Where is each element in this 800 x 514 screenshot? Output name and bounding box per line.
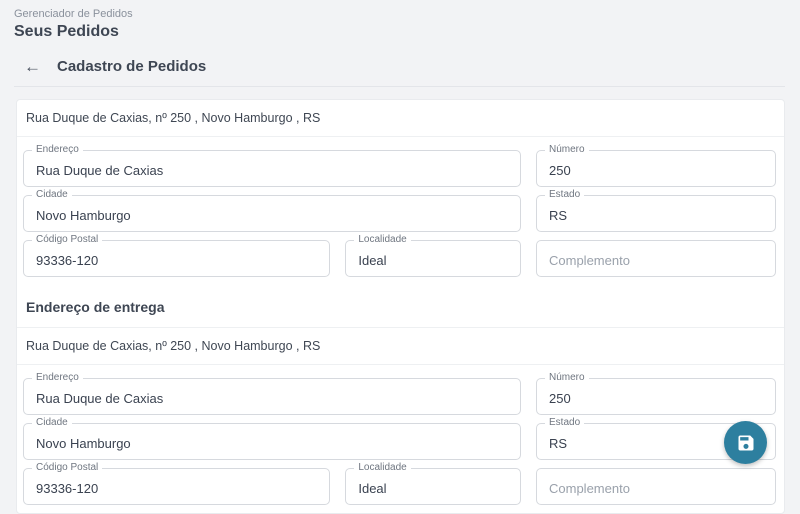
delivery-cidade-input[interactable] xyxy=(23,423,521,460)
billing-localidade-field: Localidade xyxy=(345,234,521,277)
billing-codigo-postal-field: Código Postal xyxy=(23,234,331,277)
section-title: Cadastro de Pedidos xyxy=(57,57,207,75)
billing-complemento-field xyxy=(536,240,776,277)
back-arrow-icon[interactable]: ← xyxy=(24,56,41,76)
delivery-address-summary: Rua Duque de Caxias, nº 250 , Novo Hambu… xyxy=(17,328,784,365)
billing-codigo-postal-label: Código Postal xyxy=(32,234,103,246)
billing-numero-field: Número xyxy=(536,144,776,187)
billing-localidade-input[interactable] xyxy=(345,240,521,277)
delivery-localidade-label: Localidade xyxy=(354,462,411,474)
delivery-localidade-field: Localidade xyxy=(345,462,521,505)
delivery-numero-label: Número xyxy=(545,372,589,384)
delivery-postal-row: Código Postal Localidade xyxy=(23,462,521,505)
save-button[interactable] xyxy=(724,421,767,464)
billing-endereco-label: Endereço xyxy=(32,144,83,156)
breadcrumb: Gerenciador de Pedidos xyxy=(14,8,133,20)
billing-estado-label: Estado xyxy=(545,189,585,201)
delivery-endereco-input[interactable] xyxy=(23,378,521,415)
billing-postal-row: Código Postal Localidade xyxy=(23,234,521,277)
delivery-address-heading: Endereço de entrega xyxy=(17,285,784,328)
page-title: Seus Pedidos xyxy=(14,23,119,40)
delivery-numero-field: Número xyxy=(536,372,776,415)
delivery-endereco-label: Endereço xyxy=(32,372,83,384)
header-divider xyxy=(14,86,785,87)
billing-cidade-field: Cidade xyxy=(23,189,521,232)
billing-estado-input[interactable] xyxy=(536,195,776,232)
billing-codigo-postal-input[interactable] xyxy=(23,240,331,277)
delivery-complemento-field xyxy=(536,468,776,505)
billing-cidade-input[interactable] xyxy=(23,195,521,232)
billing-cidade-label: Cidade xyxy=(32,189,72,201)
order-form-card: Rua Duque de Caxias, nº 250 , Novo Hambu… xyxy=(16,99,785,514)
delivery-complemento-input[interactable] xyxy=(536,468,776,505)
delivery-codigo-postal-label: Código Postal xyxy=(32,462,103,474)
delivery-cidade-label: Cidade xyxy=(32,417,72,429)
billing-address-summary: Rua Duque de Caxias, nº 250 , Novo Hambu… xyxy=(17,100,784,137)
delivery-codigo-postal-field: Código Postal xyxy=(23,462,331,505)
billing-endereco-field: Endereço xyxy=(23,144,521,187)
billing-endereco-input[interactable] xyxy=(23,150,521,187)
delivery-cidade-field: Cidade xyxy=(23,417,521,460)
billing-numero-label: Número xyxy=(545,144,589,156)
billing-localidade-label: Localidade xyxy=(354,234,411,246)
billing-address-form: Endereço Número Cidade Estado Código Pos… xyxy=(17,137,784,285)
billing-complemento-input[interactable] xyxy=(536,240,776,277)
top-header: Gerenciador de Pedidos Seus Pedidos xyxy=(0,0,800,41)
save-icon xyxy=(738,435,753,450)
billing-estado-field: Estado xyxy=(536,189,776,232)
delivery-endereco-field: Endereço xyxy=(23,372,521,415)
delivery-estado-label: Estado xyxy=(545,417,585,429)
delivery-numero-input[interactable] xyxy=(536,378,776,415)
billing-numero-input[interactable] xyxy=(536,150,776,187)
delivery-address-form: Endereço Número Cidade Estado Código Pos… xyxy=(17,365,784,513)
section-header: ← Cadastro de Pedidos xyxy=(0,41,800,77)
